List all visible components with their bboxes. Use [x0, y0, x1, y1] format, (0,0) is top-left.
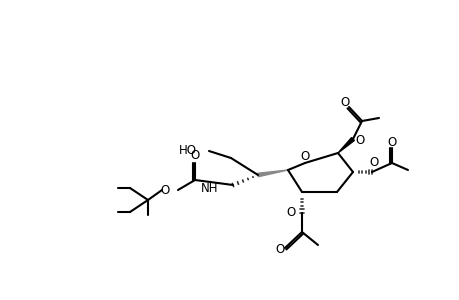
Text: O: O: [160, 184, 170, 196]
Text: O: O: [190, 148, 199, 161]
Polygon shape: [257, 170, 287, 177]
Text: NH: NH: [200, 182, 218, 194]
Text: O: O: [386, 136, 396, 148]
Text: O: O: [286, 206, 295, 220]
Text: O: O: [300, 149, 309, 163]
Polygon shape: [337, 137, 353, 153]
Text: O: O: [355, 134, 364, 146]
Text: HO: HO: [179, 143, 196, 157]
Text: O: O: [340, 95, 349, 109]
Text: O: O: [369, 155, 378, 169]
Text: O: O: [275, 244, 284, 256]
